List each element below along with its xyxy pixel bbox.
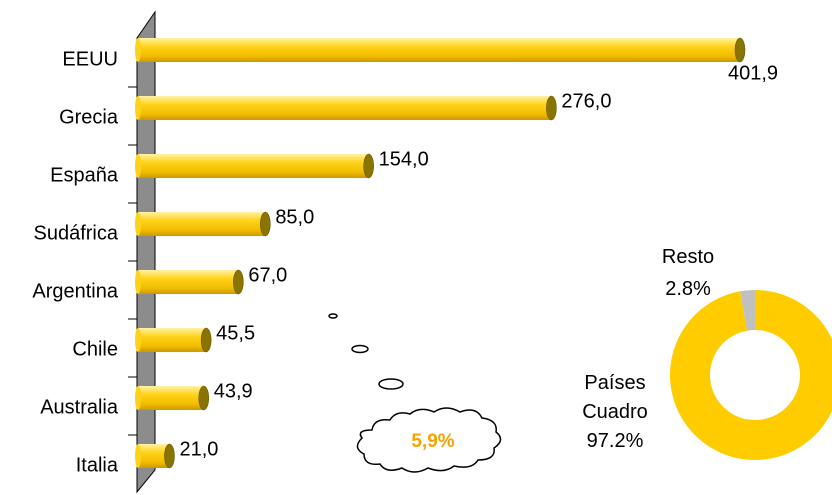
bar-start [135, 38, 141, 62]
bar [135, 211, 271, 237]
bar-start [135, 386, 141, 410]
axis-wall [136, 10, 156, 494]
y-tick-label: Australia [40, 396, 119, 418]
bar-body [138, 328, 207, 352]
slice-label: Países Cuadro [582, 372, 648, 423]
bar-start [135, 270, 141, 294]
bar-end [260, 211, 271, 237]
bar [135, 95, 557, 121]
annotation: 5,9% [411, 431, 454, 452]
y-tick-label: Argentina [32, 280, 118, 302]
y-tick-label: EEUU [62, 48, 118, 70]
y-tick-label: Sudáfrica [34, 222, 119, 244]
slice-value: 97.2% [586, 430, 644, 452]
slice-value: 2.8% [665, 278, 711, 300]
data-label: 43,9 [214, 380, 253, 402]
data-label: 276,0 [561, 90, 611, 112]
y-tick-label: Italia [76, 454, 119, 476]
donut-slice [740, 290, 755, 331]
data-label: 67,0 [248, 264, 287, 286]
thought-bubble [328, 313, 502, 473]
bar [135, 327, 212, 353]
bar-end [363, 153, 374, 179]
bar [135, 153, 374, 179]
bar-body [138, 270, 239, 294]
data-label: 85,0 [275, 206, 314, 228]
bar-end [164, 443, 175, 469]
data-label: 45,5 [216, 322, 255, 344]
bar-start [135, 212, 141, 236]
bar-end [198, 385, 210, 411]
bar-start [135, 444, 141, 468]
data-label: 154,0 [379, 148, 429, 170]
bar [135, 269, 244, 295]
donut-slice [670, 290, 832, 460]
bar-body [138, 38, 740, 62]
slice-label: Resto [661, 246, 715, 268]
data-label: 21,0 [179, 438, 218, 460]
bar-end [200, 327, 212, 353]
data-label: 401,9 [728, 62, 778, 84]
bar-start [135, 328, 141, 352]
y-tick-label: España [50, 164, 119, 186]
bar-body [138, 154, 369, 178]
bar [135, 385, 210, 411]
bar [135, 443, 175, 469]
bar-start [135, 154, 141, 178]
bar-start [135, 96, 141, 120]
y-tick-label: Chile [72, 338, 118, 360]
bar-body [138, 212, 266, 236]
y-tick-label: Grecia [59, 106, 119, 128]
bar-body [138, 96, 552, 120]
bar-end [546, 95, 557, 121]
bar-body [138, 386, 204, 410]
bar-end [233, 269, 244, 295]
bar-end [734, 37, 746, 63]
bar [135, 37, 746, 63]
